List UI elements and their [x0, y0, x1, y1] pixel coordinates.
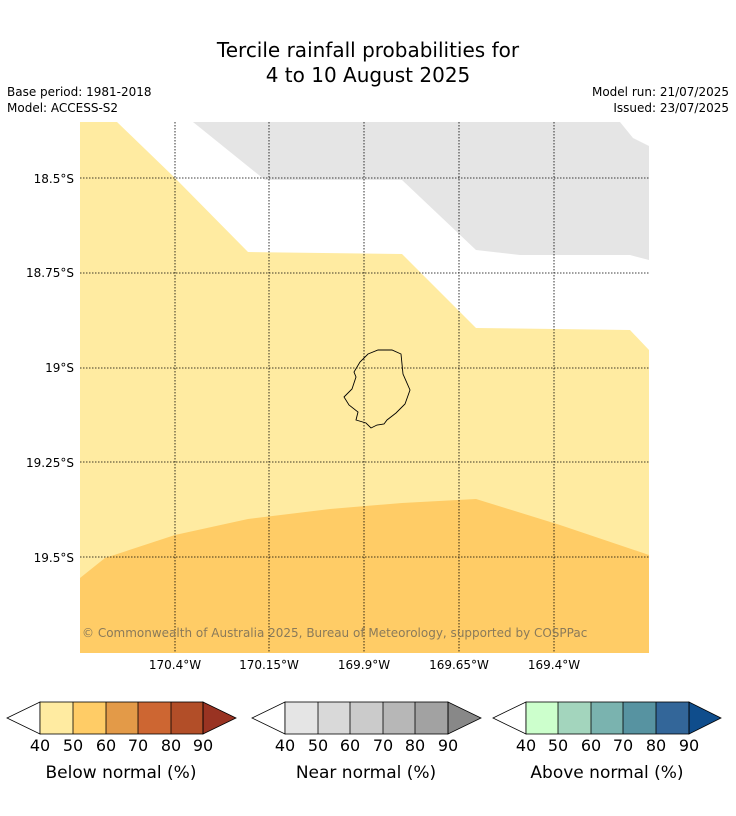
cb-tick: 60 [581, 736, 601, 755]
meta-left: Base period: 1981-2018 Model: ACCESS-S2 [7, 84, 152, 116]
cb-tick: 60 [96, 736, 116, 755]
cb-below-over-arrow [202, 701, 237, 735]
cb-above-over-arrow [688, 701, 722, 735]
title-line-1: Tercile rainfall probabilities for [216, 38, 520, 62]
lat-label: 19.25°S [26, 456, 74, 470]
cb-above-60 [591, 702, 623, 734]
lat-label: 18.5°S [34, 172, 74, 186]
cb-tick: 90 [193, 736, 213, 755]
lon-label: 169.4°W [528, 658, 580, 672]
cb-above-under-arrow [492, 701, 527, 735]
lon-label: 170.15°W [239, 658, 299, 672]
cb-label-below: Below normal (%) [46, 763, 197, 783]
cb-tick: 60 [340, 736, 360, 755]
cb-tick: 70 [613, 736, 633, 755]
cb-tick: 90 [438, 736, 458, 755]
cb-tick: 40 [516, 736, 536, 755]
cb-below-80 [171, 702, 203, 734]
lon-label: 169.9°W [338, 658, 390, 672]
cb-above-40 [526, 702, 558, 734]
cb-near-80 [415, 702, 448, 734]
cb-near-60 [350, 702, 383, 734]
niue-coastline [343, 349, 411, 429]
colorbar-above-normal: 40 50 60 70 80 90 Above normal (%) [492, 701, 722, 783]
cb-near-40 [285, 702, 318, 734]
lon-gridlines [174, 122, 555, 653]
lon-label: 169.65°W [429, 658, 489, 672]
cb-below-60 [106, 702, 138, 734]
cb-tick: 50 [548, 736, 568, 755]
cb-below-50 [73, 702, 106, 734]
base-period: Base period: 1981-2018 [7, 85, 152, 99]
model-run: Model run: 21/07/2025 [591, 85, 729, 99]
cb-above-80 [656, 702, 689, 734]
cb-tick: 90 [679, 736, 699, 755]
cb-below-under-arrow [6, 701, 41, 735]
cb-label-near: Near normal (%) [296, 763, 436, 783]
cb-above-50 [558, 702, 591, 734]
lat-label: 18.75°S [26, 266, 74, 280]
cb-tick: 50 [63, 736, 83, 755]
title-line-2: 4 to 10 August 2025 [265, 63, 471, 87]
lat-label: 19°S [45, 361, 74, 375]
model-name: Model: ACCESS-S2 [7, 101, 119, 115]
lat-labels: 18.5°S 18.75°S 19°S 19.25°S 19.5°S [26, 172, 74, 565]
near-normal-40-region [193, 122, 649, 260]
cb-tick: 40 [30, 736, 50, 755]
cb-tick: 80 [161, 736, 181, 755]
cb-above-70 [623, 702, 656, 734]
lon-labels: 170.4°W 170.15°W 169.9°W 169.65°W 169.4°… [149, 658, 580, 672]
cb-tick: 70 [373, 736, 393, 755]
cb-near-under-arrow [251, 701, 286, 735]
meta-right: Model run: 21/07/2025 Issued: 23/07/2025 [592, 84, 729, 116]
lat-label: 19.5°S [34, 551, 74, 565]
cb-near-over-arrow [447, 701, 482, 735]
cb-below-70 [138, 702, 171, 734]
map-panel: © Commonwealth of Australia 2025, Bureau… [80, 122, 649, 653]
colorbar-below-normal: 40 50 60 70 80 90 Below normal (%) [6, 701, 237, 783]
cb-near-50 [318, 702, 350, 734]
cb-tick: 70 [128, 736, 148, 755]
cb-tick: 40 [275, 736, 295, 755]
lon-label: 170.4°W [149, 658, 201, 672]
cb-tick: 80 [405, 736, 425, 755]
map-title: Tercile rainfall probabilities for 4 to … [0, 38, 736, 88]
cb-tick: 80 [646, 736, 666, 755]
cb-near-70 [383, 702, 415, 734]
below-normal-50-region [80, 499, 649, 653]
colorbar-near-normal: 40 50 60 70 80 90 Near normal (%) [251, 701, 482, 783]
copyright-notice: © Commonwealth of Australia 2025, Bureau… [82, 626, 587, 640]
cb-label-above: Above normal (%) [530, 763, 683, 783]
cb-below-40 [40, 702, 73, 734]
cb-tick: 50 [308, 736, 328, 755]
issued-date: Issued: 23/07/2025 [613, 101, 729, 115]
